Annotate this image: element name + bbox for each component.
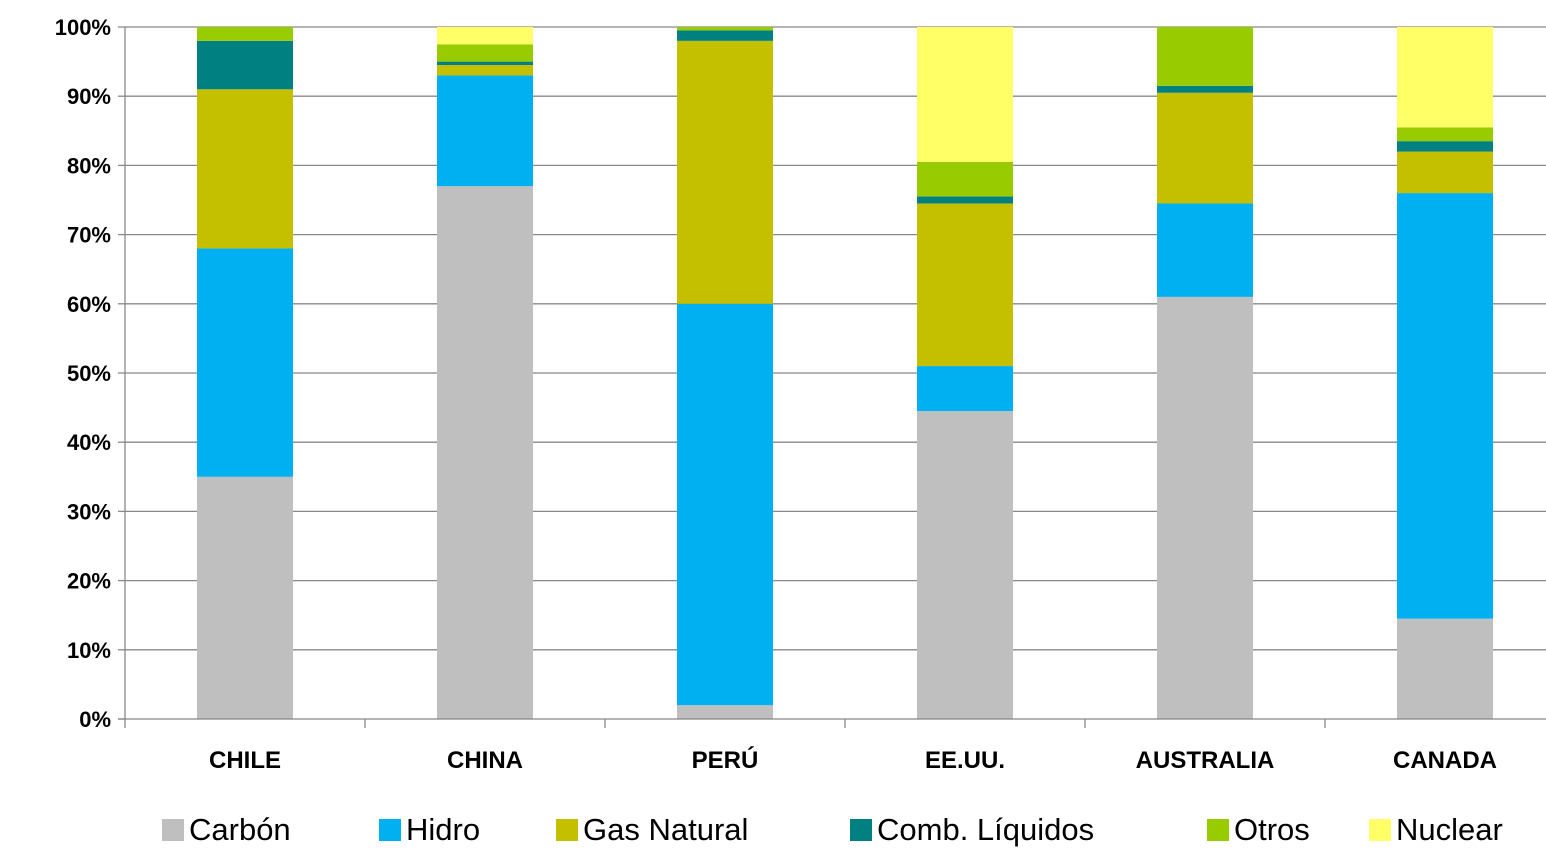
bar-segment bbox=[437, 44, 533, 62]
bar-segment bbox=[677, 303, 773, 706]
y-tick-label: 30% bbox=[67, 499, 111, 524]
y-tick-label: 100% bbox=[55, 15, 111, 40]
bar-segment bbox=[917, 27, 1013, 162]
y-tick-label: 60% bbox=[67, 292, 111, 317]
legend-swatch bbox=[379, 819, 401, 841]
x-tick-label: CHINA bbox=[447, 747, 523, 774]
y-tick-label: 90% bbox=[67, 84, 111, 109]
legend-label: Gas Natural bbox=[583, 812, 748, 847]
y-tick-label: 50% bbox=[67, 361, 111, 386]
bar-segment bbox=[1397, 141, 1493, 152]
bar-segment bbox=[437, 186, 533, 719]
legend-label: Otros bbox=[1234, 812, 1310, 847]
bar-segment bbox=[917, 196, 1013, 204]
bar-segment bbox=[1397, 618, 1493, 719]
axes bbox=[118, 26, 1546, 728]
x-tick-label: PERÚ bbox=[692, 746, 759, 774]
bar-segment bbox=[1157, 92, 1253, 204]
bar-segment bbox=[1157, 296, 1253, 719]
legend-label: Carbón bbox=[189, 812, 291, 847]
bar-segment bbox=[1397, 151, 1493, 194]
bar-segment bbox=[1397, 193, 1493, 619]
y-tick-label: 10% bbox=[67, 638, 111, 663]
bars bbox=[197, 27, 1493, 719]
legend-swatch bbox=[556, 819, 578, 841]
y-tick-label: 0% bbox=[79, 707, 111, 732]
y-tick-label: 80% bbox=[67, 153, 111, 178]
bar-segment bbox=[1397, 27, 1493, 128]
bar-segment bbox=[677, 27, 773, 31]
x-tick-label: EE.UU. bbox=[925, 747, 1005, 774]
legend-swatch bbox=[1369, 819, 1391, 841]
legend-swatch bbox=[1207, 819, 1229, 841]
legend-label: Hidro bbox=[406, 812, 480, 847]
x-tick-label: CHILE bbox=[209, 747, 281, 774]
legend: Carbón Hidro Gas Natural Comb. Líquidos Otro… bbox=[162, 812, 1503, 847]
y-tick-label: 40% bbox=[67, 430, 111, 455]
bar-segment bbox=[437, 61, 533, 66]
bar-segment bbox=[1397, 127, 1493, 142]
bar-segment bbox=[1157, 85, 1253, 93]
gridlines bbox=[125, 26, 1546, 651]
bar-segment bbox=[917, 203, 1013, 367]
bar-segment bbox=[677, 40, 773, 304]
bar-segment bbox=[677, 705, 773, 719]
bar-segment bbox=[437, 75, 533, 187]
bar-segment bbox=[677, 30, 773, 41]
x-tick-labels: CHILE CHINA PERÚ EE.UU. AUSTRALIA CANADA bbox=[209, 746, 1497, 774]
bar-segment bbox=[437, 27, 533, 45]
legend-label: Nuclear bbox=[1396, 812, 1503, 847]
y-tick-label: 70% bbox=[67, 223, 111, 248]
bar-segment bbox=[197, 27, 293, 41]
bar-segment bbox=[437, 65, 533, 76]
bar-segment bbox=[917, 161, 1013, 197]
bar-segment bbox=[197, 476, 293, 719]
bar-segment bbox=[1157, 27, 1253, 86]
bar-segment bbox=[197, 248, 293, 477]
bar-segment bbox=[917, 411, 1013, 719]
bar-segment bbox=[197, 89, 293, 249]
legend-swatch bbox=[162, 819, 184, 841]
bar-segment bbox=[197, 40, 293, 90]
y-tick-label: 20% bbox=[67, 569, 111, 594]
y-tick-labels: 0% 10% 20% 30% 40% 50% 60% 70% 80% 90% 100% bbox=[55, 15, 111, 732]
legend-swatch bbox=[850, 819, 872, 841]
x-tick-label: CANADA bbox=[1393, 747, 1497, 774]
x-tick-label: AUSTRALIA bbox=[1136, 747, 1275, 774]
legend-label: Comb. Líquidos bbox=[877, 812, 1094, 847]
bar-segment bbox=[917, 366, 1013, 412]
bar-segment bbox=[1157, 203, 1253, 297]
